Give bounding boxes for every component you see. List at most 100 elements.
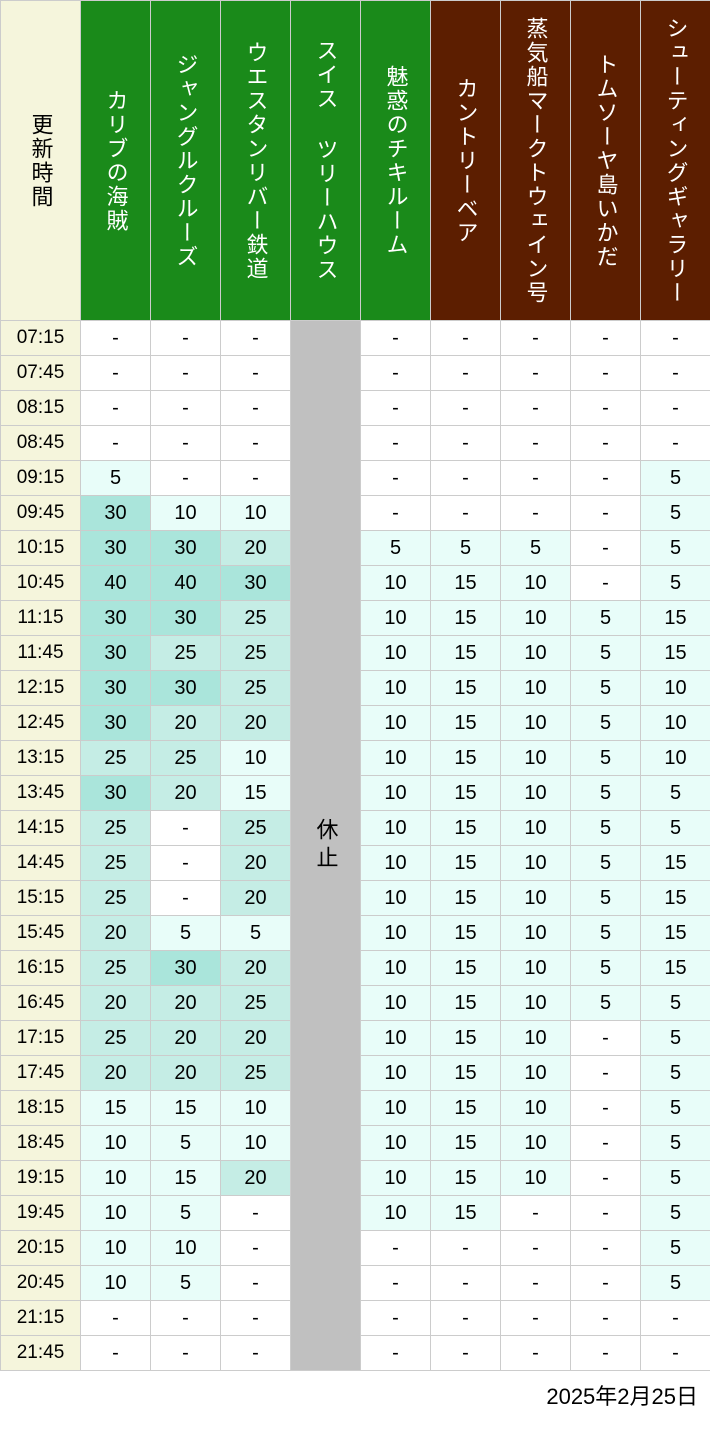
wait-time-cell: 15 xyxy=(431,1021,501,1056)
wait-time-cell: 10 xyxy=(501,706,571,741)
wait-time-cell: - xyxy=(431,1301,501,1336)
wait-time-cell: 10 xyxy=(361,1196,431,1231)
wait-time-cell: 25 xyxy=(221,671,291,706)
wait-time-cell: 5 xyxy=(151,1266,221,1301)
attraction-header: 蒸気船マークトウェイン号 xyxy=(501,1,571,321)
wait-time-cell: 15 xyxy=(431,1126,501,1161)
wait-time-cell: 20 xyxy=(221,706,291,741)
wait-time-cell: 10 xyxy=(361,951,431,986)
time-cell: 13:45 xyxy=(1,776,81,811)
time-cell: 15:45 xyxy=(1,916,81,951)
wait-time-cell: - xyxy=(571,1301,641,1336)
time-cell: 17:45 xyxy=(1,1056,81,1091)
wait-time-cell: 5 xyxy=(641,1196,710,1231)
wait-time-cell: - xyxy=(571,566,641,601)
wait-time-cell: 5 xyxy=(641,531,710,566)
time-header: 更新時間 xyxy=(1,1,81,321)
wait-time-cell: 20 xyxy=(221,531,291,566)
wait-time-cell: 15 xyxy=(431,566,501,601)
wait-time-cell: 10 xyxy=(501,636,571,671)
wait-time-cell: - xyxy=(571,1021,641,1056)
wait-time-cell: 15 xyxy=(641,916,710,951)
wait-time-cell: - xyxy=(571,1161,641,1196)
wait-time-cell: 5 xyxy=(571,601,641,636)
wait-time-cell: 10 xyxy=(81,1266,151,1301)
wait-time-cell: 10 xyxy=(361,1021,431,1056)
wait-time-cell: - xyxy=(151,1336,221,1371)
wait-time-cell: 10 xyxy=(221,1091,291,1126)
wait-time-table: 更新時間カリブの海賊ジャングルクルーズウエスタンリバー鉄道スイス ツリーハウス魅… xyxy=(0,0,710,1371)
wait-time-cell: 30 xyxy=(151,671,221,706)
wait-time-cell: 10 xyxy=(81,1196,151,1231)
wait-time-cell: 5 xyxy=(571,776,641,811)
wait-time-cell: 10 xyxy=(361,671,431,706)
wait-time-cell: 5 xyxy=(151,1126,221,1161)
attraction-header: トムソーヤ島いかだ xyxy=(571,1,641,321)
time-cell: 19:15 xyxy=(1,1161,81,1196)
time-cell: 14:15 xyxy=(1,811,81,846)
wait-time-cell: 10 xyxy=(361,566,431,601)
wait-time-cell: 10 xyxy=(501,881,571,916)
attraction-header: ジャングルクルーズ xyxy=(151,1,221,321)
wait-time-cell: 15 xyxy=(431,671,501,706)
wait-time-cell: 25 xyxy=(221,601,291,636)
wait-time-cell: - xyxy=(571,1266,641,1301)
wait-time-cell: - xyxy=(501,1336,571,1371)
time-cell: 18:45 xyxy=(1,1126,81,1161)
wait-time-cell: - xyxy=(501,496,571,531)
wait-time-cell: 30 xyxy=(81,636,151,671)
wait-time-cell: - xyxy=(641,321,710,356)
wait-time-cell: 5 xyxy=(571,951,641,986)
time-cell: 12:15 xyxy=(1,671,81,706)
wait-time-cell: 10 xyxy=(641,741,710,776)
wait-time-cell: - xyxy=(221,461,291,496)
wait-time-cell: - xyxy=(571,531,641,566)
wait-time-cell: - xyxy=(501,321,571,356)
wait-time-cell: 10 xyxy=(361,846,431,881)
wait-time-cell: - xyxy=(151,356,221,391)
wait-time-cell: - xyxy=(571,496,641,531)
time-cell: 20:15 xyxy=(1,1231,81,1266)
wait-time-cell: 5 xyxy=(361,531,431,566)
wait-time-cell: - xyxy=(431,461,501,496)
wait-time-cell: - xyxy=(501,1301,571,1336)
wait-time-cell: 10 xyxy=(361,776,431,811)
wait-time-cell: 20 xyxy=(221,1021,291,1056)
wait-time-cell: - xyxy=(81,356,151,391)
wait-time-cell: 5 xyxy=(571,881,641,916)
wait-time-cell: - xyxy=(501,426,571,461)
time-cell: 14:45 xyxy=(1,846,81,881)
wait-time-cell: 5 xyxy=(641,496,710,531)
wait-time-cell: 5 xyxy=(641,461,710,496)
wait-time-cell: - xyxy=(571,1196,641,1231)
wait-time-cell: 10 xyxy=(641,706,710,741)
wait-time-cell: 15 xyxy=(641,636,710,671)
wait-time-cell: 10 xyxy=(501,566,571,601)
time-cell: 18:15 xyxy=(1,1091,81,1126)
wait-time-cell: - xyxy=(641,1301,710,1336)
wait-time-cell: - xyxy=(501,356,571,391)
wait-time-cell: 15 xyxy=(431,986,501,1021)
time-cell: 19:45 xyxy=(1,1196,81,1231)
wait-time-cell: 5 xyxy=(571,846,641,881)
wait-time-cell: 10 xyxy=(361,1126,431,1161)
wait-time-cell: 15 xyxy=(431,1196,501,1231)
closed-cell: 休止 xyxy=(291,321,361,1371)
wait-time-cell: 15 xyxy=(431,1056,501,1091)
wait-time-cell: 25 xyxy=(81,1021,151,1056)
time-cell: 20:45 xyxy=(1,1266,81,1301)
wait-time-cell: - xyxy=(361,321,431,356)
wait-time-cell: 5 xyxy=(641,1231,710,1266)
wait-time-cell: - xyxy=(81,426,151,461)
wait-time-cell: 15 xyxy=(431,1091,501,1126)
wait-time-cell: - xyxy=(641,1336,710,1371)
wait-time-cell: 15 xyxy=(431,916,501,951)
wait-time-cell: 5 xyxy=(501,531,571,566)
table-row: 07:15---休止----- xyxy=(1,321,710,356)
wait-time-cell: - xyxy=(151,321,221,356)
wait-time-cell: 5 xyxy=(641,566,710,601)
wait-time-cell: - xyxy=(571,321,641,356)
wait-time-cell: 5 xyxy=(151,916,221,951)
wait-time-cell: - xyxy=(501,1231,571,1266)
wait-time-cell: 10 xyxy=(501,986,571,1021)
